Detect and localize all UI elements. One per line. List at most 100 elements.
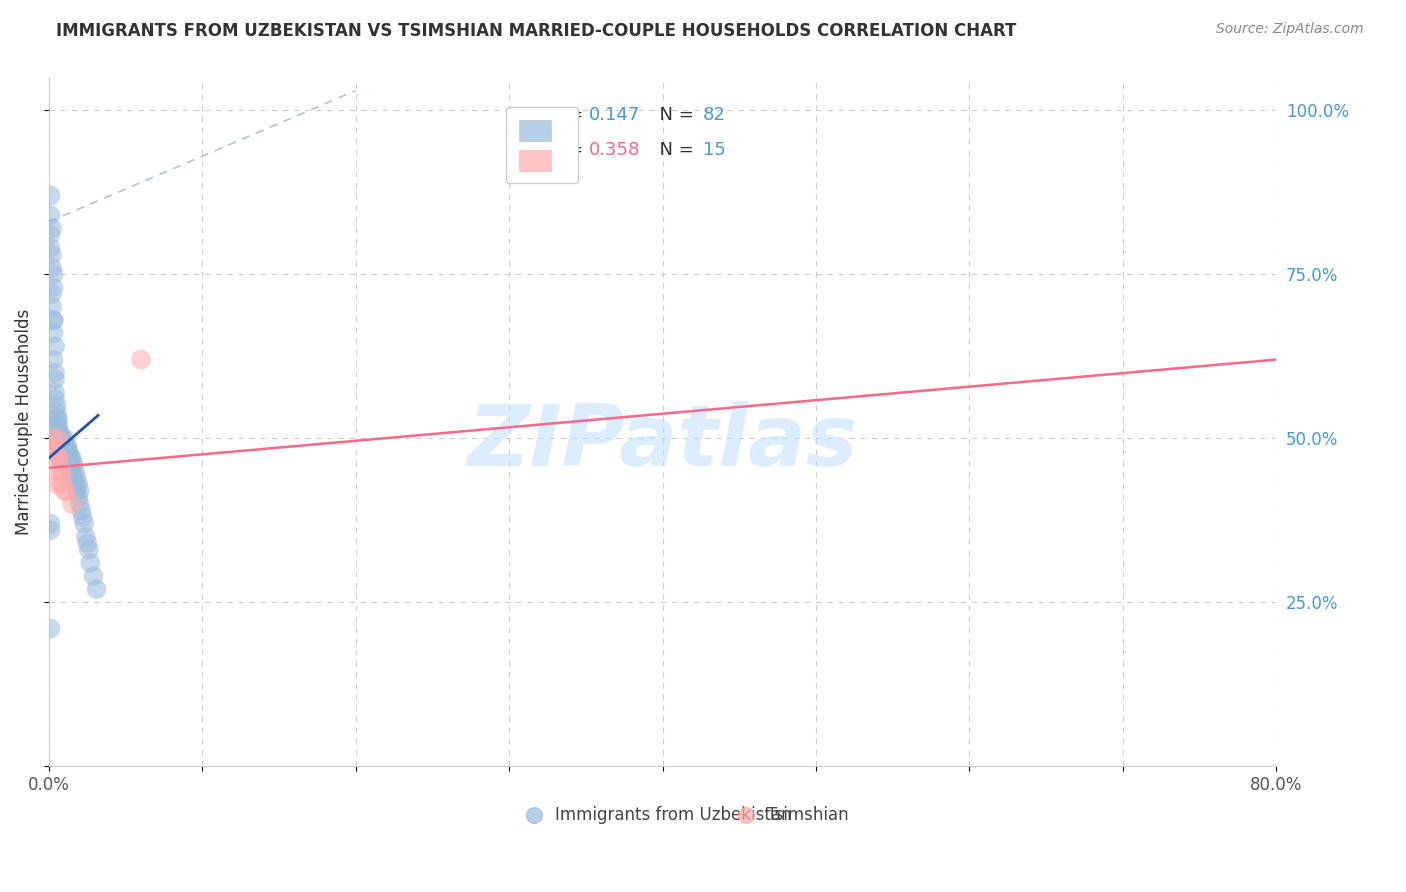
Point (53, 438, 76, 452)
Point (42, 313, 65, 327)
Text: Tsimshian: Tsimshian (766, 805, 848, 823)
Point (45, 477, 67, 491)
Point (52, 471, 75, 485)
Point (51, 438, 73, 452)
Point (77, 542, 100, 557)
Point (41, 431, 63, 445)
Point (644, 805, 666, 820)
Point (42, 352, 65, 367)
Point (52, 431, 75, 445)
Text: 82: 82 (703, 105, 725, 124)
Point (44, 372, 66, 386)
Point (52, 438, 75, 452)
Point (46, 418, 69, 433)
Point (42, 438, 65, 452)
Text: 0.147: 0.147 (589, 105, 640, 124)
Point (63, 477, 86, 491)
Point (53, 458, 76, 472)
Point (48, 431, 70, 445)
Point (42, 444, 65, 458)
Point (60, 458, 83, 472)
Point (67, 491, 90, 505)
Point (51, 464, 73, 478)
Point (69, 497, 91, 511)
Point (58, 444, 80, 458)
Point (79, 556, 101, 570)
Point (46, 431, 69, 445)
Point (48, 444, 70, 458)
Point (48, 438, 70, 452)
Point (59, 458, 82, 472)
Y-axis label: Married-couple Households: Married-couple Households (15, 309, 32, 535)
Point (45, 418, 67, 433)
Point (58, 450, 80, 465)
Point (55, 450, 77, 465)
Point (46, 411, 69, 425)
Point (45, 399, 67, 413)
Legend: , : , (506, 107, 578, 183)
Point (41, 221, 63, 235)
Point (55, 444, 77, 458)
Point (41, 247, 63, 261)
Point (45, 464, 67, 478)
Point (52, 450, 75, 465)
Point (129, 352, 152, 367)
Point (59, 450, 82, 465)
Point (42, 267, 65, 281)
Point (39, 208, 62, 222)
Point (76, 536, 98, 550)
Point (75, 530, 97, 544)
Point (42, 326, 65, 341)
Point (45, 405, 67, 419)
Text: R =: R = (550, 105, 589, 124)
Point (39, 227, 62, 242)
Point (82, 569, 104, 583)
Point (51, 477, 73, 491)
Point (56, 458, 79, 472)
Point (62, 471, 84, 485)
Point (910, 805, 932, 820)
Point (42, 280, 65, 294)
Point (39, 241, 62, 255)
Point (51, 431, 73, 445)
Point (48, 425, 70, 439)
Point (51, 444, 73, 458)
Point (55, 483, 77, 498)
Point (60, 450, 83, 465)
Text: N =: N = (648, 105, 699, 124)
Text: IMMIGRANTS FROM UZBEKISTAN VS TSIMSHIAN MARRIED-COUPLE HOUSEHOLDS CORRELATION CH: IMMIGRANTS FROM UZBEKISTAN VS TSIMSHIAN … (56, 22, 1017, 40)
Point (72, 510, 94, 524)
Point (41, 260, 63, 275)
Point (59, 464, 82, 478)
Text: ZIPatlas: ZIPatlas (467, 401, 858, 484)
Point (69, 483, 91, 498)
Point (55, 438, 77, 452)
Point (44, 366, 66, 380)
Point (60, 471, 83, 485)
Point (39, 523, 62, 537)
Point (53, 483, 76, 498)
Point (67, 477, 90, 491)
Point (70, 503, 93, 517)
Point (48, 450, 70, 465)
Point (41, 287, 63, 301)
Point (46, 425, 69, 439)
Point (42, 313, 65, 327)
Point (39, 188, 62, 202)
Point (53, 444, 76, 458)
Point (73, 516, 96, 531)
Point (53, 431, 76, 445)
Point (44, 339, 66, 353)
Point (48, 450, 70, 465)
Text: 0.358: 0.358 (589, 141, 640, 159)
Point (46, 450, 69, 465)
Text: R =: R = (550, 141, 589, 159)
Point (46, 438, 69, 452)
Point (39, 516, 62, 531)
Text: Immigrants from Uzbekistan: Immigrants from Uzbekistan (554, 805, 792, 823)
Text: Source: ZipAtlas.com: Source: ZipAtlas.com (1216, 22, 1364, 37)
Point (39, 622, 62, 636)
Point (56, 444, 79, 458)
Point (65, 471, 87, 485)
Point (86, 582, 108, 597)
